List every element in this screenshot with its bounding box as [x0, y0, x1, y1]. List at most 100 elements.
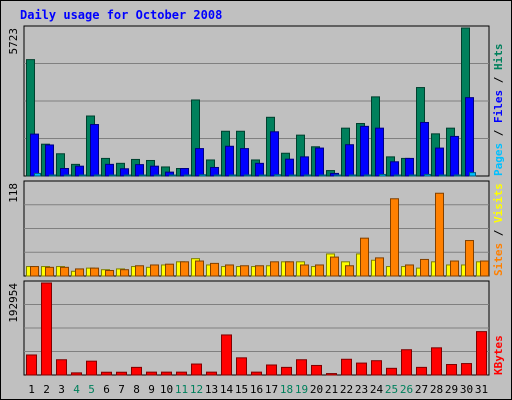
x-tick-label-day-25: 25 [385, 383, 398, 396]
panel-0-legend: Pages / Files / Hits [492, 44, 505, 177]
bar-pages-day-12 [199, 174, 206, 177]
bar-pages-day-8 [139, 174, 146, 177]
bar-kbytes-day-9 [146, 371, 157, 376]
bar-files-day-29 [450, 135, 459, 177]
bar-files-day-14 [225, 145, 234, 177]
bar-pages-day-27 [424, 173, 431, 177]
bar-kbytes-day-13 [206, 371, 217, 376]
bar-pages-day-5 [94, 174, 101, 177]
bar-pages-day-3 [64, 174, 71, 177]
x-tick-label-day-29: 29 [445, 383, 458, 396]
bar-sites-day-21 [330, 256, 339, 277]
x-tick-label-day-31: 31 [475, 383, 488, 396]
x-tick-label-day-9: 9 [148, 383, 155, 396]
bar-pages-day-11 [184, 174, 191, 177]
panel-2-max-label: 192954 [7, 283, 20, 323]
bar-pages-day-26 [409, 174, 416, 177]
bar-kbytes-day-17 [266, 364, 277, 376]
bar-sites-day-1 [30, 266, 39, 277]
bar-sites-day-24 [375, 257, 384, 277]
bar-sites-day-18 [285, 261, 294, 277]
bar-sites-day-7 [120, 269, 129, 277]
bar-sites-day-28 [435, 192, 444, 277]
x-tick-label-day-28: 28 [430, 383, 443, 396]
bar-files-day-25 [390, 161, 399, 177]
bar-sites-day-31 [480, 260, 489, 277]
bar-files-day-24 [375, 127, 384, 177]
bar-files-day-28 [435, 147, 444, 177]
x-tick-label-day-20: 20 [310, 383, 323, 396]
bar-kbytes-day-22 [341, 358, 352, 376]
bar-files-day-6 [105, 163, 114, 177]
bar-kbytes-day-2 [41, 282, 52, 376]
x-tick-label-day-4: 4 [73, 383, 80, 396]
bar-kbytes-day-12 [191, 363, 202, 376]
bar-sites-day-3 [60, 266, 69, 277]
x-tick-label-day-15: 15 [235, 383, 248, 396]
x-tick-label-day-19: 19 [295, 383, 308, 396]
bar-kbytes-day-27 [416, 366, 427, 376]
bar-files-day-12 [195, 148, 204, 177]
bar-sites-day-30 [465, 240, 474, 277]
bar-kbytes-day-24 [371, 360, 382, 376]
bar-pages-day-17 [274, 174, 281, 177]
x-tick-label-day-18: 18 [280, 383, 293, 396]
x-tick-label-day-1: 1 [28, 383, 35, 396]
bar-pages-day-2 [49, 174, 56, 177]
bar-files-day-20 [315, 147, 324, 177]
x-tick-label-day-22: 22 [340, 383, 353, 396]
legend-separator: / [492, 70, 505, 90]
bar-pages-day-30 [469, 172, 476, 177]
bar-files-day-17 [270, 131, 279, 177]
bar-kbytes-day-14 [221, 334, 232, 376]
bar-kbytes-day-16 [251, 371, 262, 376]
x-tick-label-day-7: 7 [118, 383, 125, 396]
bar-files-day-5 [90, 124, 99, 177]
bar-files-day-30 [465, 97, 474, 177]
bar-pages-day-4 [79, 174, 86, 177]
bar-sites-day-6 [105, 269, 114, 277]
bar-sites-day-10 [165, 263, 174, 277]
bar-kbytes-day-25 [386, 367, 397, 376]
bar-sites-day-23 [360, 237, 369, 277]
panel-0-max-label: 5723 [7, 28, 20, 55]
x-tick-label-day-13: 13 [205, 383, 218, 396]
bar-files-day-27 [420, 121, 429, 177]
bar-pages-day-29 [454, 174, 461, 177]
panel-2-legend: KBytes [492, 335, 505, 375]
bar-kbytes-day-4 [71, 372, 82, 376]
x-tick-label-day-12: 12 [190, 383, 203, 396]
bar-sites-day-25 [390, 198, 399, 277]
bar-pages-day-20 [319, 174, 326, 177]
legend-visits: Visits [492, 183, 505, 223]
bar-pages-day-6 [109, 174, 116, 177]
bar-sites-day-12 [195, 260, 204, 277]
bar-pages-day-16 [259, 174, 266, 177]
bar-files-day-23 [360, 125, 369, 177]
bar-kbytes-day-3 [56, 359, 67, 376]
legend-files: Files [492, 90, 505, 123]
bar-kbytes-day-5 [86, 360, 97, 376]
bar-sites-day-26 [405, 264, 414, 277]
x-tick-label-day-24: 24 [370, 383, 384, 396]
bar-files-day-18 [285, 158, 294, 177]
bar-kbytes-day-6 [101, 371, 112, 376]
x-tick-label-day-6: 6 [103, 383, 110, 396]
bar-kbytes-day-7 [116, 371, 127, 376]
bar-pages-day-24 [379, 173, 386, 177]
bar-sites-day-2 [45, 266, 54, 277]
bar-pages-day-15 [244, 174, 251, 177]
bar-kbytes-day-23 [356, 362, 367, 376]
bar-files-day-16 [255, 162, 264, 177]
bar-sites-day-19 [300, 264, 309, 277]
bar-sites-day-17 [270, 261, 279, 277]
bar-files-day-26 [405, 157, 414, 177]
bar-kbytes-day-20 [311, 364, 322, 376]
bar-sites-day-9 [150, 264, 159, 277]
bar-files-day-19 [300, 156, 309, 177]
bar-sites-day-22 [345, 265, 354, 277]
bar-kbytes-day-29 [446, 364, 457, 376]
chart-title: Daily usage for October 2008 [20, 8, 222, 22]
